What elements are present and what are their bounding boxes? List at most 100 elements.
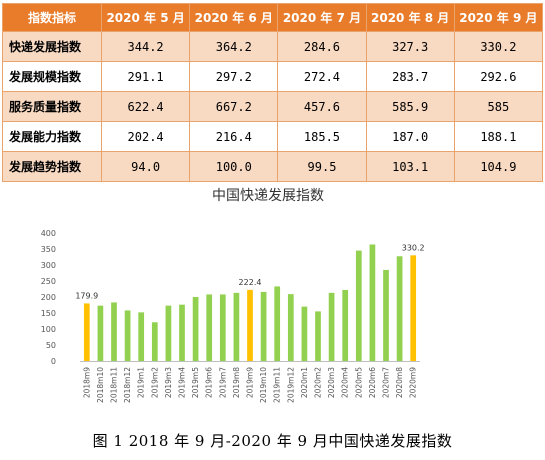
table-row: 服务质量指数 622.4 667.2 457.6 585.9 585 <box>2 91 544 122</box>
table-cell: 622.4 <box>100 91 191 122</box>
table-cell: 283.7 <box>365 61 455 92</box>
bar-2020m9 <box>410 255 417 361</box>
table-header-month: 2020 年 5 月 <box>100 3 191 32</box>
table-cell: 202.4 <box>100 121 191 152</box>
y-tick-label: 200 <box>41 293 56 302</box>
data-label: 222.4 <box>239 278 262 287</box>
table-row: 快递发展指数 344.2 364.2 284.6 327.3 330.2 <box>2 31 544 62</box>
y-tick-label: 150 <box>41 309 56 318</box>
x-tick-label: 2019m10 <box>259 367 268 403</box>
bar-2018m9 <box>83 303 90 361</box>
bar-2020m3 <box>328 292 335 361</box>
table-cell: 185.5 <box>277 121 367 152</box>
y-tick-label: 300 <box>41 261 56 270</box>
table-cell: 272.4 <box>277 61 367 92</box>
bar-2019m1 <box>138 312 145 361</box>
table-cell: 188.1 <box>453 121 544 152</box>
table-cell: 187.0 <box>365 121 455 152</box>
bar-2020m4 <box>342 289 349 361</box>
table-header-month: 2020 年 9 月 <box>453 3 544 32</box>
table-row: 发展趋势指数 94.0 100.0 99.5 103.1 104.9 <box>2 151 544 182</box>
table-cell: 364.2 <box>189 31 279 62</box>
table-cell: 291.1 <box>100 61 191 92</box>
y-tick-label: 100 <box>41 325 56 334</box>
row-label: 发展规模指数 <box>2 61 102 92</box>
table-row: 发展规模指数 291.1 297.2 272.4 283.7 292.6 <box>2 61 544 92</box>
x-tick-label: 2018m9 <box>82 367 91 398</box>
x-tick-label: 2020m2 <box>314 367 323 398</box>
y-tick-label: 250 <box>41 277 56 286</box>
bar-2019m7 <box>219 294 226 361</box>
data-label: 179.9 <box>75 291 98 300</box>
express-index-bar-chart: 中国快递发展指数 0 50 100 150 200 250 300 350 400 179.9 2… <box>41 188 425 403</box>
table-row: 发展能力指数 202.4 216.4 185.5 187.0 188.1 <box>2 121 544 152</box>
row-label: 快递发展指数 <box>2 31 102 62</box>
table-cell: 99.5 <box>277 151 367 182</box>
x-tick-label: 2019m3 <box>164 367 173 398</box>
table-header-indicator: 指数指标 <box>2 3 102 32</box>
table-cell: 216.4 <box>189 121 279 152</box>
row-label: 发展趋势指数 <box>2 151 102 182</box>
x-tick-label: 2019m9 <box>246 367 255 398</box>
x-tick-label: 2020m7 <box>382 367 391 398</box>
figure-caption: 图 1 2018 年 9 月-2020 年 9 月中国快递发展指数 <box>92 432 453 450</box>
bar-2019m8 <box>233 292 240 361</box>
y-tick-label: 350 <box>41 245 56 254</box>
y-tick-label: 50 <box>46 341 56 350</box>
table-cell: 284.6 <box>277 31 367 62</box>
x-tick-label: 2020m9 <box>409 367 418 398</box>
x-tick-label: 2019m2 <box>150 367 159 398</box>
bar-2020m7 <box>383 269 389 361</box>
y-tick-label: 0 <box>51 357 56 366</box>
bar-2018m11 <box>111 302 117 361</box>
table-cell: 344.2 <box>100 31 191 62</box>
bar-2019m4 <box>179 304 185 361</box>
y-tick-label: 400 <box>41 229 56 238</box>
bar-2019m2 <box>151 322 158 361</box>
x-tick-label: 2020m1 <box>300 367 309 398</box>
table-cell: 667.2 <box>189 91 279 122</box>
table-header-month: 2020 年 7 月 <box>277 3 367 32</box>
table-cell: 103.1 <box>365 151 455 182</box>
table-cell: 330.2 <box>453 31 544 62</box>
x-tick-label: 2018m11 <box>110 367 119 403</box>
table-cell: 297.2 <box>189 61 279 92</box>
bar-2019m12 <box>287 294 294 361</box>
bar-2020m8 <box>396 256 403 361</box>
x-tick-label: 2018m12 <box>123 367 132 403</box>
table-header-month: 2020 年 6 月 <box>189 3 279 32</box>
x-tick-label: 2019m1 <box>137 367 146 398</box>
table-cell: 104.9 <box>453 151 544 182</box>
bars <box>83 244 417 361</box>
x-tick-label: 2019m5 <box>191 367 200 398</box>
table-header-month: 2020 年 8 月 <box>365 3 455 32</box>
table-cell: 292.6 <box>453 61 544 92</box>
bar-2020m1 <box>301 306 308 361</box>
bar-2018m10 <box>97 305 104 361</box>
bar-2019m3 <box>165 305 172 361</box>
data-labels: 179.9 222.4 330.2 <box>75 243 424 300</box>
table-header-row: 指数指标 2020 年 5 月 2020 年 6 月 2020 年 7 月 20… <box>2 3 544 32</box>
x-tick-label: 2020m6 <box>368 367 377 398</box>
bar-2019m5 <box>192 297 199 361</box>
x-tick-label: 2019m11 <box>273 367 282 403</box>
table-cell: 100.0 <box>189 151 279 182</box>
x-tick-label: 2020m5 <box>354 367 363 398</box>
data-label: 330.2 <box>402 243 425 252</box>
x-tick-label: 2020m4 <box>341 367 350 398</box>
x-tick-label: 2019m12 <box>286 367 295 403</box>
table-cell: 94.0 <box>100 151 191 182</box>
x-tick-label: 2019m7 <box>218 367 227 398</box>
bar-2019m9 <box>247 289 253 361</box>
x-axis: 2018m9 2018m10 2018m11 2018m12 2019m1 2019m2 2… <box>80 361 420 403</box>
bar-2020m5 <box>355 250 362 361</box>
row-label: 服务质量指数 <box>2 91 102 122</box>
index-table: 指数指标 2020 年 5 月 2020 年 6 月 2020 年 7 月 20… <box>2 3 544 182</box>
y-axis: 0 50 100 150 200 250 300 350 400 <box>41 229 56 366</box>
bar-2020m2 <box>315 311 321 361</box>
bar-2019m11 <box>274 286 281 361</box>
chart-title: 中国快递发展指数 <box>212 188 324 204</box>
bar-2019m10 <box>260 291 267 361</box>
x-tick-label: 2020m8 <box>395 367 404 398</box>
